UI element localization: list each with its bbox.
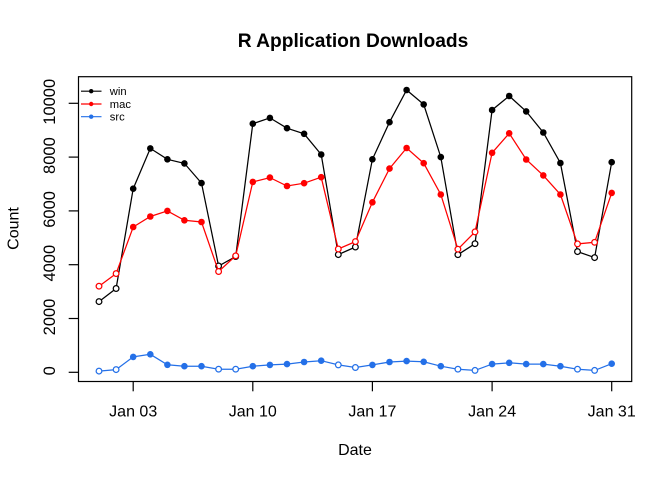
svg-text:Jan 17: Jan 17	[348, 404, 396, 421]
svg-text:2000: 2000	[41, 299, 59, 336]
svg-text:mac: mac	[110, 99, 132, 111]
svg-text:8000: 8000	[41, 137, 59, 174]
svg-text:Jan 24: Jan 24	[468, 404, 516, 421]
svg-text:src: src	[110, 112, 125, 124]
svg-text:4000: 4000	[41, 245, 59, 282]
svg-text:Jan 10: Jan 10	[229, 404, 277, 421]
svg-text:0: 0	[41, 366, 59, 375]
svg-text:6000: 6000	[41, 191, 59, 228]
svg-text:win: win	[109, 86, 127, 98]
svg-text:Jan 31: Jan 31	[588, 404, 636, 421]
svg-text:Count: Count	[5, 207, 22, 250]
svg-text:10000: 10000	[41, 79, 59, 125]
svg-text:R Application Downloads: R Application Downloads	[238, 31, 469, 52]
svg-text:Jan 03: Jan 03	[109, 404, 157, 421]
svg-text:Date: Date	[338, 442, 372, 459]
